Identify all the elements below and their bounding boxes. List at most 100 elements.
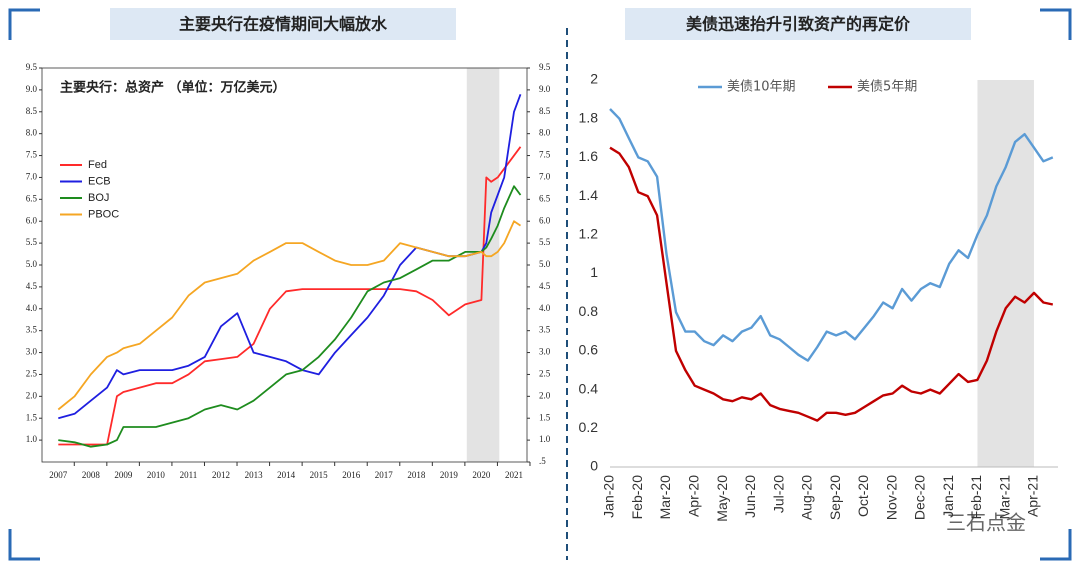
chart-title: 主要央行在疫情期间大幅放水: [179, 15, 388, 34]
plot-frame: [41, 67, 528, 463]
y2-tick-label: 6.0: [539, 215, 551, 225]
y2-tick-label: 7.5: [539, 150, 551, 160]
y-tick-label: 3.5: [26, 325, 38, 335]
series-line: [609, 146, 1054, 422]
y-tick-label: 8.0: [26, 128, 38, 138]
y-tick-label: 1.6: [579, 148, 599, 164]
x-tick-label: Mar-21: [996, 475, 1012, 520]
x-tick-label: 2007: [49, 470, 68, 480]
x-tick-label: Mar-20: [657, 475, 673, 520]
y2-tick-label: 3.5: [539, 325, 551, 335]
x-tick-label: Apr-20: [685, 475, 701, 517]
series-line: [57, 220, 522, 411]
x-tick-label: Feb-20: [629, 475, 645, 520]
y2-tick-label: 9.0: [539, 84, 551, 94]
x-tick-label: 2018: [407, 470, 426, 480]
title-box: [110, 8, 456, 40]
x-tick-label: 2012: [212, 470, 230, 480]
x-tick-label: Dec-20: [912, 475, 928, 520]
y-tick-label: 0.2: [579, 419, 599, 435]
x-tick-label: 2011: [180, 470, 198, 480]
x-tick-label: May-20: [714, 475, 730, 522]
x-tick-label: Jul-20: [770, 475, 786, 513]
y-tick-label: 9.0: [26, 84, 38, 94]
y-tick-label: 2: [590, 71, 598, 87]
y-tick-label: 2.0: [26, 390, 38, 400]
legend-label: 美债10年期: [727, 80, 796, 95]
x-tick-label: Jun-20: [742, 475, 758, 518]
title-box: [625, 8, 971, 40]
y2-tick-label: 4.5: [539, 281, 551, 291]
x-tick-label: 2010: [147, 470, 166, 480]
x-tick-label: Jan-20: [601, 475, 617, 518]
x-tick-label: Jan-21: [940, 475, 956, 518]
y2-tick-label: 5.5: [539, 237, 551, 247]
legend-label: PBOC: [88, 208, 119, 220]
y2-tick-label: 8.5: [539, 106, 551, 116]
y-tick-label: 4.5: [26, 281, 38, 291]
legend-label: Fed: [88, 159, 107, 171]
legend-label: BOJ: [88, 192, 109, 204]
y-tick-label: 0.8: [579, 303, 599, 319]
x-tick-label: Sep-20: [827, 475, 843, 520]
x-tick-label: 2021: [505, 470, 523, 480]
x-tick-label: Oct-20: [855, 475, 871, 517]
y-tick-label: 0.6: [579, 342, 599, 358]
series-line: [58, 146, 522, 446]
y2-tick-label: 8.0: [539, 128, 551, 138]
y-tick-label: 5.5: [26, 237, 38, 247]
x-tick-label: 2013: [245, 470, 264, 480]
y-tick-label: 1.4: [579, 187, 599, 203]
y-tick-label: 1.8: [579, 109, 599, 125]
x-tick-label: 2020: [472, 470, 491, 480]
y-tick-label: 6.5: [26, 193, 38, 203]
corner-brackets: [8, 8, 1072, 561]
y2-tick-label: .5: [539, 456, 546, 466]
y-tick-label: 2.5: [26, 369, 38, 379]
y-tick-label: 6.0: [26, 215, 38, 225]
x-tick-label: 2009: [114, 470, 133, 480]
x-tick-label: 2017: [375, 470, 394, 480]
x-tick-label: 2019: [440, 470, 459, 480]
y-tick-label: 0.4: [579, 380, 599, 396]
y2-tick-label: 2.0: [539, 390, 551, 400]
chart-title: 美债迅速抬升引致资产的再定价: [686, 15, 911, 34]
series-line: [58, 185, 522, 448]
y-tick-label: 8.5: [26, 106, 38, 116]
y2-tick-label: 6.5: [539, 193, 551, 203]
x-tick-label: Aug-20: [799, 475, 815, 520]
y2-tick-label: 2.5: [539, 369, 551, 379]
y-tick-label: 7.0: [26, 172, 38, 182]
x-tick-label: Feb-21: [968, 475, 984, 520]
y2-tick-label: 7.0: [539, 172, 551, 182]
legend-label: ECB: [88, 175, 111, 187]
watermark: 三石点金: [946, 511, 1026, 535]
y-tick-label: 7.5: [26, 150, 38, 160]
x-tick-label: 2008: [82, 470, 101, 480]
x-tick-label: 2014: [277, 470, 296, 480]
series-line: [609, 108, 1054, 362]
y-tick-label: 3.0: [26, 347, 38, 357]
legend-label: 美债5年期: [857, 80, 917, 95]
x-tick-label: Apr-21: [1025, 475, 1041, 517]
y-tick-label: 1.2: [579, 226, 599, 242]
y-tick-label: 0: [590, 458, 598, 474]
chart-subtitle: 主要央行：总资产 （单位：万亿美元）: [60, 80, 286, 96]
y2-tick-label: 3.0: [539, 347, 551, 357]
y-tick-label: 5.0: [26, 259, 38, 269]
y-tick-label: 1.5: [26, 412, 38, 422]
y2-tick-label: 1.5: [539, 412, 551, 422]
y2-tick-label: 4.0: [539, 303, 551, 313]
y-tick-label: 9.5: [26, 62, 38, 72]
y2-tick-label: 5.0: [539, 259, 551, 269]
x-tick-label: 2016: [342, 470, 361, 480]
y2-tick-label: 9.5: [539, 62, 551, 72]
y-tick-label: 1.0: [26, 434, 38, 444]
y2-tick-label: 1.0: [539, 434, 551, 444]
y-tick-label: 1: [590, 264, 598, 280]
series-line: [58, 93, 522, 420]
shaded-period: [977, 80, 1034, 467]
y-tick-label: 4.0: [26, 303, 38, 313]
x-tick-label: Nov-20: [883, 475, 899, 520]
